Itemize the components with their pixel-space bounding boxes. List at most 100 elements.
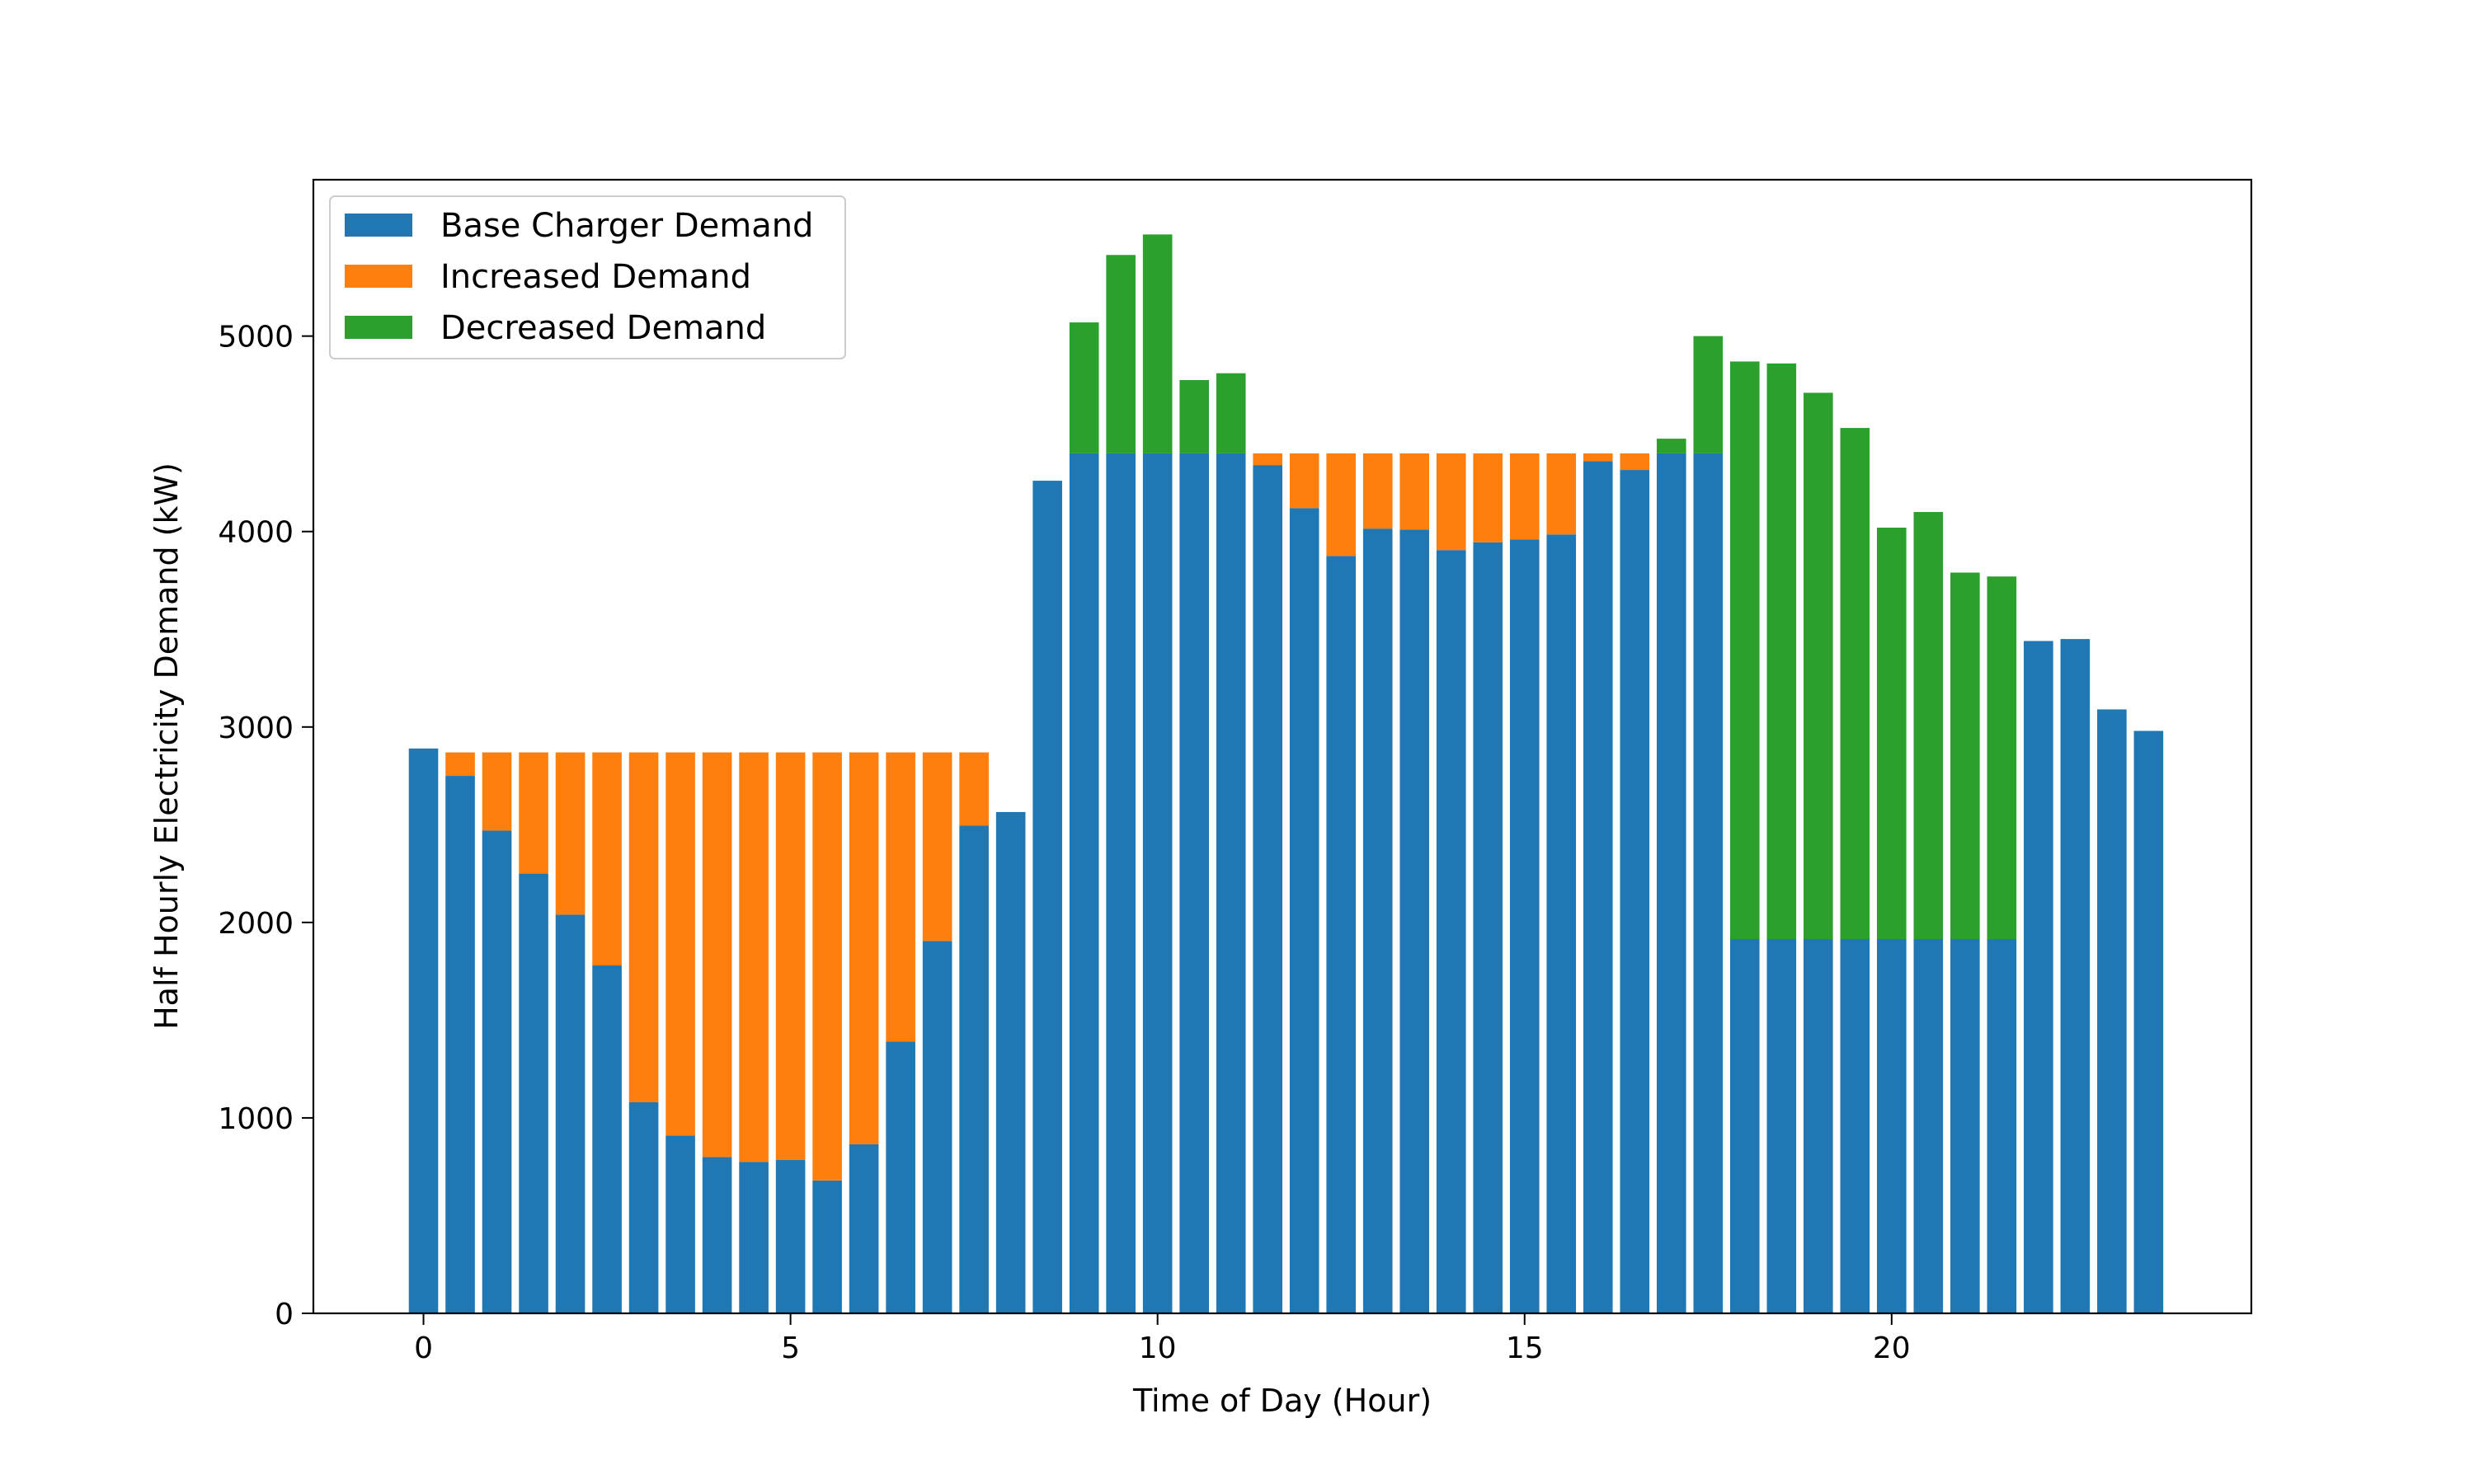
- bar-increased-demand-26: [1362, 453, 1393, 529]
- bar-base-charger-demand-22: [1216, 453, 1246, 1313]
- bar-increased-demand-3: [519, 752, 548, 874]
- bar-increased-demand-4: [555, 752, 586, 915]
- bar-base-charger-demand-24: [1289, 508, 1319, 1313]
- bar-base-charger-demand-25: [1326, 556, 1357, 1313]
- x-tick-label: 0: [414, 1331, 433, 1365]
- bar-base-charger-demand-39: [1840, 939, 1870, 1313]
- bar-base-charger-demand-6: [628, 1101, 659, 1313]
- bar-base-charger-demand-17: [1032, 481, 1062, 1313]
- bar-increased-demand-15: [959, 752, 989, 826]
- bar-base-charger-demand-26: [1362, 528, 1393, 1313]
- bar-base-charger-demand-11: [812, 1180, 842, 1313]
- bar-base-charger-demand-14: [922, 941, 952, 1313]
- bar-base-charger-demand-40: [1877, 939, 1907, 1313]
- bar-increased-demand-24: [1289, 453, 1319, 509]
- x-tick-label: 15: [1506, 1331, 1544, 1365]
- bar-base-charger-demand-16: [995, 811, 1026, 1313]
- bar-decreased-demand-42: [1950, 572, 1980, 940]
- bar-decreased-demand-35: [1693, 336, 1724, 453]
- bar-increased-demand-29: [1473, 453, 1503, 542]
- plot-frame: [312, 178, 2253, 1315]
- bar-decreased-demand-39: [1840, 428, 1870, 940]
- bar-base-charger-demand-0: [408, 748, 439, 1313]
- y-axis-ticks: 0 1000 2000 3000 4000 5000: [218, 321, 313, 1331]
- bar-decreased-demand-22: [1216, 373, 1246, 453]
- bar-increased-demand-7: [666, 752, 695, 1136]
- legend-label-decreased-demand: Decreased Demand: [440, 309, 766, 347]
- bar-base-charger-demand-4: [555, 914, 586, 1313]
- bar-base-charger-demand-28: [1436, 550, 1466, 1313]
- bar-increased-demand-31: [1546, 453, 1577, 535]
- bar-base-charger-demand-33: [1620, 470, 1650, 1313]
- bar-base-charger-demand-30: [1509, 539, 1540, 1313]
- y-axis-label: Half Hourly Electricity Demand (kW): [148, 463, 185, 1030]
- legend-swatch-increased-demand: [345, 265, 412, 288]
- bar-decreased-demand-19: [1106, 255, 1136, 453]
- y-tick-label: 3000: [218, 711, 294, 745]
- bar-increased-demand-8: [702, 752, 732, 1158]
- bar-increased-demand-25: [1326, 453, 1357, 556]
- bar-base-charger-demand-20: [1142, 453, 1173, 1313]
- bar-increased-demand-10: [775, 752, 806, 1160]
- bar-base-charger-demand-13: [886, 1041, 915, 1313]
- bar-increased-demand-30: [1509, 453, 1540, 540]
- legend-box: [329, 195, 846, 359]
- bar-decreased-demand-40: [1877, 527, 1907, 940]
- bar-increased-demand-14: [922, 752, 952, 942]
- y-tick-label: 0: [275, 1298, 294, 1331]
- bar-base-charger-demand-46: [2097, 709, 2127, 1313]
- legend: Base Charger Demand Increased Demand Decre…: [329, 195, 846, 359]
- bar-base-charger-demand-36: [1729, 939, 1760, 1313]
- bar-base-charger-demand-41: [1913, 939, 1944, 1313]
- bar-base-charger-demand-35: [1693, 453, 1724, 1313]
- bar-base-charger-demand-21: [1179, 453, 1209, 1313]
- bar-base-charger-demand-27: [1399, 529, 1430, 1313]
- bar-decreased-demand-34: [1656, 439, 1686, 453]
- x-axis-ticks: 0 5 10 15 20: [414, 1313, 1911, 1365]
- bar-base-charger-demand-43: [1987, 939, 2017, 1313]
- bar-increased-demand-11: [812, 752, 842, 1181]
- bar-base-charger-demand-1: [445, 776, 475, 1313]
- x-tick-label: 10: [1139, 1331, 1177, 1365]
- y-tick-label: 4000: [218, 516, 294, 550]
- bar-base-charger-demand-3: [519, 873, 548, 1313]
- bars-layer: [408, 234, 2164, 1313]
- x-tick-label: 5: [781, 1331, 800, 1365]
- bar-base-charger-demand-5: [592, 965, 622, 1313]
- bar-base-charger-demand-45: [2060, 639, 2091, 1313]
- bar-base-charger-demand-47: [2133, 730, 2164, 1313]
- bar-base-charger-demand-31: [1546, 534, 1577, 1313]
- y-tick-label: 1000: [218, 1102, 294, 1136]
- bar-increased-demand-27: [1399, 453, 1430, 530]
- bar-decreased-demand-38: [1804, 392, 1833, 940]
- bar-base-charger-demand-32: [1583, 461, 1613, 1313]
- bar-base-charger-demand-44: [2024, 641, 2053, 1313]
- bar-decreased-demand-41: [1913, 512, 1944, 940]
- legend-swatch-base-charger-demand: [345, 214, 412, 237]
- bar-base-charger-demand-12: [849, 1144, 879, 1313]
- bar-decreased-demand-43: [1987, 576, 2017, 940]
- bar-base-charger-demand-2: [482, 830, 512, 1313]
- bar-increased-demand-33: [1620, 453, 1650, 471]
- legend-label-base-charger-demand: Base Charger Demand: [440, 207, 813, 245]
- bar-base-charger-demand-9: [739, 1162, 769, 1313]
- bar-decreased-demand-18: [1069, 322, 1099, 453]
- bar-base-charger-demand-42: [1950, 939, 1980, 1313]
- bar-base-charger-demand-19: [1106, 453, 1136, 1313]
- bar-increased-demand-28: [1436, 453, 1466, 551]
- bar-base-charger-demand-10: [775, 1159, 806, 1313]
- bar-decreased-demand-21: [1179, 380, 1209, 453]
- bar-decreased-demand-36: [1729, 361, 1760, 940]
- bar-increased-demand-2: [482, 752, 512, 831]
- bar-base-charger-demand-15: [959, 825, 989, 1313]
- bar-increased-demand-32: [1583, 453, 1613, 462]
- bar-increased-demand-9: [739, 752, 769, 1162]
- bar-increased-demand-23: [1253, 453, 1282, 466]
- bar-base-charger-demand-34: [1656, 453, 1686, 1313]
- y-tick-label: 2000: [218, 907, 294, 941]
- legend-swatch-decreased-demand: [345, 316, 412, 339]
- x-axis-label: Time of Day (Hour): [1132, 1383, 1432, 1419]
- y-tick-label: 5000: [218, 321, 294, 355]
- bar-base-charger-demand-37: [1766, 939, 1797, 1313]
